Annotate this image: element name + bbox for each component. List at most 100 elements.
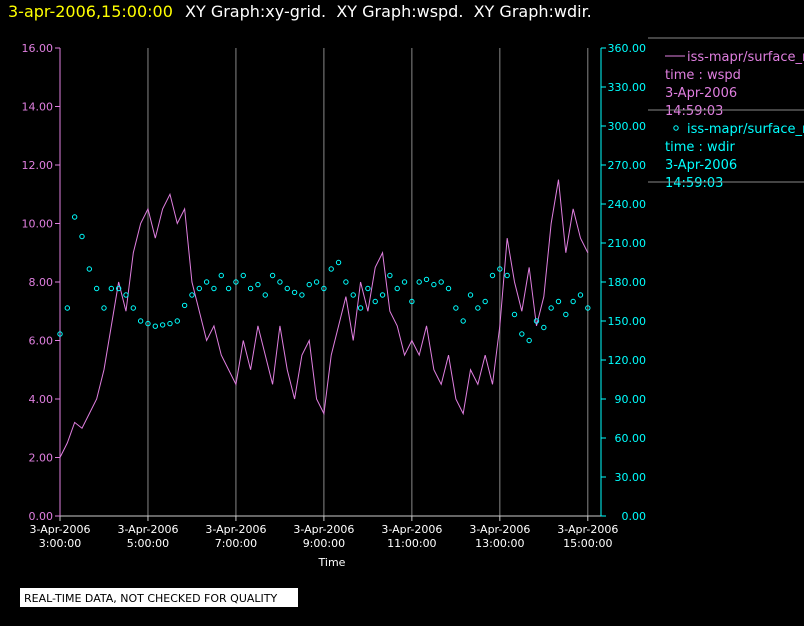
data-point <box>321 285 327 292</box>
data-point <box>533 318 540 324</box>
data-point <box>71 214 78 220</box>
data-point <box>445 285 452 292</box>
data-point <box>306 281 312 288</box>
data-point <box>123 292 129 298</box>
footnote-box <box>20 588 298 607</box>
x-tick-label: 3-Apr-2006 11:00:00 <box>381 523 442 550</box>
data-point <box>189 292 195 298</box>
x-tick-label: 3-Apr-2006 9:00:00 <box>293 523 354 550</box>
data-point <box>548 305 554 311</box>
data-point <box>563 311 569 318</box>
data-point <box>225 285 232 292</box>
data-point <box>497 266 503 272</box>
data-point <box>335 259 342 266</box>
y2-tick-label: 120.00 <box>608 354 647 367</box>
y2-tick-label: 210.00 <box>608 237 647 250</box>
data-point <box>343 279 349 285</box>
data-point <box>453 305 459 311</box>
data-point <box>577 292 584 298</box>
data-point <box>93 285 100 292</box>
data-point <box>255 281 261 288</box>
data-point <box>372 298 378 305</box>
data-point <box>277 279 283 285</box>
chart-title: 3-apr-2006,15:00:00 <box>8 2 173 21</box>
data-point <box>269 272 276 279</box>
y-tick-label: 2.00 <box>29 452 54 465</box>
y2-tick-label: 330.00 <box>608 81 647 94</box>
data-point <box>203 279 210 285</box>
data-point <box>387 272 393 279</box>
data-point <box>196 285 202 292</box>
data-point <box>365 285 371 292</box>
y2-tick-label: 240.00 <box>608 198 647 211</box>
data-point <box>467 292 474 298</box>
y-tick-label: 4.00 <box>29 393 54 406</box>
data-point <box>511 311 518 318</box>
data-point <box>145 320 151 327</box>
legend-text: 3-Apr-2006 <box>665 86 737 101</box>
data-point <box>167 320 173 327</box>
y2-tick-label: 150.00 <box>608 315 647 328</box>
y2-tick-label: 60.00 <box>615 432 647 445</box>
legend-text: 3-Apr-2006 <box>665 158 737 173</box>
data-point <box>394 285 400 292</box>
data-point <box>489 272 496 279</box>
legend-text: time : wdir <box>665 140 736 155</box>
y2-tick-label: 300.00 <box>608 120 647 133</box>
data-point <box>211 285 217 292</box>
y-tick-label: 8.00 <box>29 276 54 289</box>
data-point <box>431 281 437 288</box>
x-tick-label: 3-Apr-2006 3:00:00 <box>29 523 90 550</box>
data-point <box>555 298 562 305</box>
data-point <box>504 272 510 279</box>
legend-text: time : wspd <box>665 68 741 83</box>
data-point <box>101 305 107 311</box>
data-point <box>284 285 290 292</box>
data-point <box>482 298 488 305</box>
legend-label: iss-mapr/surface_m <box>687 122 804 137</box>
x-axis-label: Time <box>318 556 346 569</box>
legend-text: 14:59:03 <box>665 104 723 119</box>
data-point <box>218 272 224 279</box>
y-tick-label: 6.00 <box>29 335 54 348</box>
data-point <box>357 305 364 311</box>
legend-symbol <box>673 125 679 131</box>
footnote: REAL-TIME DATA, NOT CHECKED FOR QUALITY <box>24 592 278 605</box>
data-point <box>299 292 305 298</box>
data-point <box>64 305 71 311</box>
data-point <box>409 298 415 305</box>
data-point <box>313 279 320 285</box>
legend-text: 14:59:03 <box>665 176 723 191</box>
data-point <box>152 323 158 329</box>
y-tick-label: 14.00 <box>22 101 54 114</box>
data-point <box>460 318 466 324</box>
legend-label: iss-mapr/surface_m <box>687 50 804 65</box>
data-point <box>585 305 591 311</box>
data-point <box>262 292 268 298</box>
data-point <box>526 337 532 344</box>
y-tick-label: 0.00 <box>29 510 54 523</box>
data-point <box>159 322 166 328</box>
data-point <box>247 285 254 292</box>
y2-tick-label: 180.00 <box>608 276 647 289</box>
x-tick-label: 3-Apr-2006 15:00:00 <box>557 523 618 550</box>
y-tick-label: 10.00 <box>22 218 54 231</box>
data-point <box>86 266 93 272</box>
data-point <box>379 292 386 298</box>
data-point <box>401 279 408 285</box>
data-point <box>541 324 547 331</box>
data-point <box>475 305 481 311</box>
data-point <box>137 318 144 324</box>
y2-tick-label: 30.00 <box>615 471 647 484</box>
x-tick-label: 3-Apr-2006 13:00:00 <box>469 523 530 550</box>
data-point <box>57 331 63 337</box>
data-point <box>233 279 239 285</box>
data-point <box>240 272 246 279</box>
y2-tick-label: 0.00 <box>622 510 647 523</box>
data-point <box>174 318 180 324</box>
data-point <box>328 266 334 272</box>
y-tick-label: 12.00 <box>22 159 54 172</box>
data-point <box>79 233 85 240</box>
data-point <box>423 276 430 283</box>
data-point <box>115 285 122 292</box>
